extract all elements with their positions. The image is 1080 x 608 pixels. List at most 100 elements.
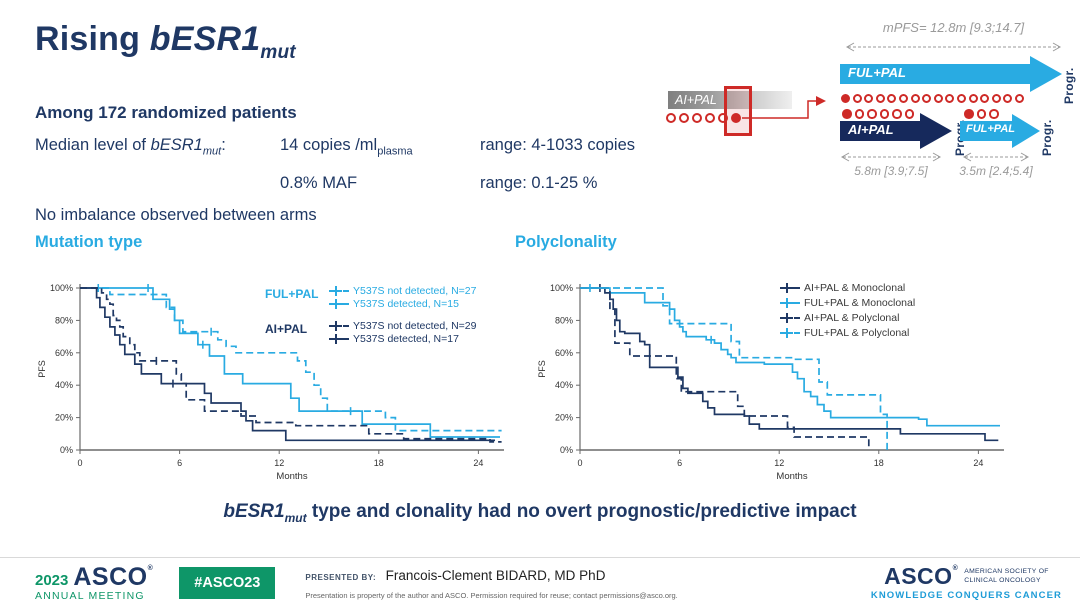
legend-item-label: Y537S not detected, N=29 — [353, 320, 477, 332]
open-dot-icon — [705, 113, 715, 123]
statement-gene: bESR1 — [223, 501, 285, 522]
asco-society-logo: ASCO® AMERICAN SOCIETY OF CLINICAL ONCOLO… — [871, 565, 1062, 601]
open-dot-icon — [666, 113, 676, 123]
open-dot-icon — [887, 94, 897, 103]
meeting-name: ANNUAL MEETING — [35, 589, 145, 602]
svg-text:0: 0 — [77, 458, 82, 468]
filled-dot-icon — [842, 109, 852, 119]
ful-pal-2nd-arrow-label: FUL+PAL — [966, 123, 1015, 135]
open-dot-icon — [1014, 94, 1024, 103]
open-dot-icon — [956, 94, 966, 103]
mpfs-ai-pal-label: 5.8m [3.9;7.5] — [854, 164, 928, 178]
asco-wordmark: ASCO® — [884, 563, 959, 590]
open-dot-icon — [933, 94, 943, 103]
km-plot: 0% 20% 40% 60% 80% 100% 0 6 12 18 24 Months PFS — [537, 283, 1004, 482]
km-plot: 0% 20% 40% 60% 80% 100% 0 6 12 18 24 Months PFS — [37, 283, 504, 482]
open-dot-icon — [980, 94, 990, 103]
hashtag-badge: #ASCO23 — [179, 567, 276, 599]
ful-pal-arrow-icon — [840, 56, 1062, 92]
copies-range: range: 4-1033 copies — [480, 136, 636, 154]
open-dot-icon — [854, 109, 864, 119]
title-gene: bESR1 — [149, 20, 261, 58]
svg-text:24: 24 — [473, 458, 483, 468]
legend-group-label: FUL+PAL — [265, 287, 319, 301]
asco-wordmark: ASCO® — [73, 562, 154, 591]
svg-text:6: 6 — [677, 458, 682, 468]
svg-text:20%: 20% — [55, 413, 73, 423]
open-dot-icon — [1003, 94, 1013, 103]
open-dot-icon — [864, 94, 874, 103]
svg-text:80%: 80% — [55, 315, 73, 325]
open-dot-icon — [692, 113, 702, 123]
presenter-block: PRESENTED BY: Francois-Clement BIDARD, M… — [305, 564, 677, 601]
presenter-name: Francois-Clement BIDARD, MD PhD — [385, 568, 606, 584]
svg-text:Months: Months — [776, 471, 807, 482]
svg-text:80%: 80% — [555, 315, 573, 325]
legend-item-label: FUL+PAL & Polyclonal — [804, 327, 910, 339]
svg-text:Months: Months — [276, 471, 307, 482]
open-dot-icon — [852, 94, 862, 103]
progression-label: Progr. — [1062, 67, 1076, 104]
asco-meeting-logo: 2023 ASCO® ANNUAL MEETING — [35, 562, 154, 602]
open-dot-icon — [867, 109, 877, 119]
open-dot-icon — [904, 109, 914, 119]
meeting-year: 2023 — [35, 571, 69, 589]
stats-balance-note: No imbalance observed between arms — [35, 206, 317, 225]
legend-item-label: Y537S detected, N=17 — [353, 333, 459, 345]
mpfs-total-label: mPFS= 12.8m [9.3;14.7] — [882, 20, 1025, 35]
dashed-span-arrow-icon — [840, 152, 942, 162]
filled-dot-icon — [731, 113, 741, 123]
svg-text:18: 18 — [374, 458, 384, 468]
mutation-legend: FUL+PAL Y537S not detected, N=27 Y537S d… — [265, 285, 476, 355]
open-dot-icon — [875, 94, 885, 103]
open-dot-icon — [945, 94, 955, 103]
patient-dots-ful-pal — [841, 94, 1024, 103]
svg-text:PFS: PFS — [37, 360, 47, 378]
society-name: AMERICAN SOCIETY OF CLINICAL ONCOLOGY — [964, 567, 1049, 584]
disclaimer-text: Presentation is property of the author a… — [305, 591, 678, 601]
chart-title: Mutation type — [35, 233, 143, 251]
stats-row-copies: Median level of bESR1mut: 14 copies /mlp… — [35, 129, 675, 167]
svg-text:40%: 40% — [55, 380, 73, 390]
ful-pal-2nd-arrow-icon — [960, 114, 1040, 148]
presented-by-label: PRESENTED BY: — [305, 573, 377, 583]
legend-item-label: Y537S not detected, N=27 — [353, 285, 477, 297]
open-dot-icon — [718, 113, 728, 123]
asco-tagline: KNOWLEDGE CONQUERS CANCER — [870, 590, 1062, 602]
svg-text:12: 12 — [274, 458, 284, 468]
open-dot-icon — [898, 94, 908, 103]
treatment-sequence-diagram: mPFS= 12.8m [9.3;14.7] FUL+PAL Progr. AI… — [650, 12, 1078, 200]
conclusion-statement: bESR1mut type and clonality had no overt… — [0, 501, 1080, 525]
ful-pal-arrow-label: FUL+PAL — [848, 65, 906, 80]
open-dot-icon — [910, 94, 920, 103]
svg-text:100%: 100% — [50, 283, 73, 293]
svg-text:60%: 60% — [55, 348, 73, 358]
patient-dots-source — [666, 113, 741, 123]
mutation-type-chart: Mutation type 0% 20% 40% 60% 80% 100% 0 6 12 18 24… — [30, 233, 535, 495]
km-solid-marker-icon — [329, 334, 349, 345]
legend-group-label: AI+PAL — [265, 322, 308, 336]
legend-item-label: FUL+PAL & Monoclonal — [804, 297, 916, 309]
highlight-box — [724, 86, 752, 136]
dashed-span-arrow-icon — [962, 152, 1030, 162]
title-text: Rising — [35, 20, 150, 58]
svg-text:6: 6 — [177, 458, 182, 468]
stats-row-maf: 0.8% MAF range: 0.1-25 % — [35, 167, 675, 199]
open-dot-icon — [989, 109, 999, 119]
ai-pal-arrow-icon — [840, 113, 952, 149]
svg-text:100%: 100% — [550, 283, 573, 293]
maf-range: range: 0.1-25 % — [480, 174, 598, 193]
stats-block: Among 172 randomized patients Median lev… — [35, 97, 675, 231]
svg-text:0%: 0% — [560, 445, 573, 455]
patient-dots-ai-pal — [842, 109, 914, 119]
svg-text:24: 24 — [973, 458, 983, 468]
polyclonality-legend: AI+PAL & Monoclonal FUL+PAL & Monoclonal… — [780, 281, 915, 341]
dashed-span-arrow-icon — [845, 42, 1062, 52]
open-dot-icon — [879, 109, 889, 119]
ai-pal-arrow-label: AI+PAL — [848, 122, 894, 137]
mpfs-ful-pal-2-label: 3.5m [2.4;5.4] — [959, 164, 1033, 178]
statement-subscript: mut — [284, 510, 307, 525]
km-dashed-marker-icon — [329, 286, 349, 297]
open-dot-icon — [892, 109, 902, 119]
open-dot-icon — [968, 94, 978, 103]
